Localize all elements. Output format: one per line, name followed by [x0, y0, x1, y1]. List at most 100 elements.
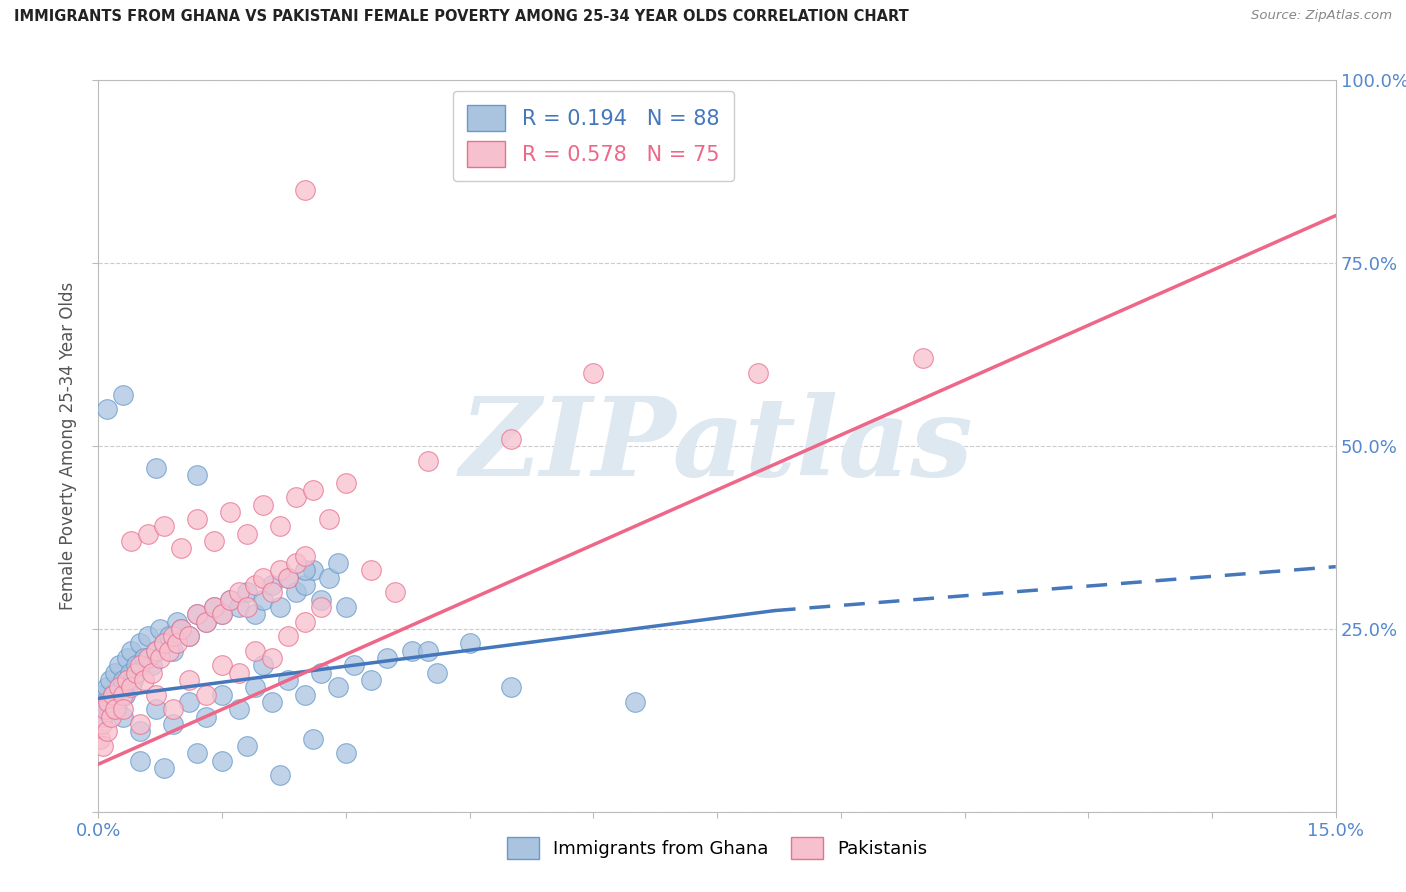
Point	[94, 695, 117, 709]
Point	[162, 702, 184, 716]
Point	[194, 688, 217, 702]
Point	[186, 468, 208, 483]
Point	[170, 622, 193, 636]
Point	[260, 695, 283, 709]
Text: ZIPatlas: ZIPatlas	[460, 392, 974, 500]
Point	[243, 607, 266, 622]
Point	[228, 585, 250, 599]
Point	[186, 607, 208, 622]
Text: IMMIGRANTS FROM GHANA VS PAKISTANI FEMALE POVERTY AMONG 25-34 YEAR OLDS CORRELAT: IMMIGRANTS FROM GHANA VS PAKISTANI FEMAL…	[14, 9, 908, 24]
Point	[236, 739, 259, 753]
Point	[499, 432, 522, 446]
Point	[112, 673, 135, 687]
Point	[252, 498, 274, 512]
Point	[96, 681, 118, 695]
Point	[117, 651, 139, 665]
Point	[170, 541, 193, 556]
Point	[108, 681, 131, 695]
Point	[89, 731, 111, 746]
Point	[294, 563, 316, 577]
Point	[219, 592, 242, 607]
Point	[194, 709, 217, 723]
Point	[211, 688, 233, 702]
Point	[179, 629, 201, 643]
Point	[219, 592, 242, 607]
Point	[326, 681, 349, 695]
Point	[360, 673, 382, 687]
Point	[89, 702, 111, 716]
Point	[112, 709, 135, 723]
Point	[335, 746, 357, 760]
Point	[103, 688, 125, 702]
Point	[623, 695, 645, 709]
Point	[103, 688, 125, 702]
Point	[141, 665, 163, 680]
Point	[228, 599, 250, 614]
Point	[120, 534, 142, 549]
Point	[136, 651, 159, 665]
Point	[128, 658, 150, 673]
Point	[132, 673, 155, 687]
Point	[326, 556, 349, 570]
Point	[302, 563, 325, 577]
Point	[202, 599, 225, 614]
Point	[277, 629, 299, 643]
Point	[294, 183, 316, 197]
Point	[243, 578, 266, 592]
Point	[105, 702, 128, 716]
Point	[166, 615, 188, 629]
Point	[243, 681, 266, 695]
Point	[236, 585, 259, 599]
Point	[141, 658, 163, 673]
Point	[294, 615, 316, 629]
Point	[375, 651, 398, 665]
Point	[153, 636, 176, 650]
Point	[202, 599, 225, 614]
Point	[277, 571, 299, 585]
Point	[120, 681, 142, 695]
Point	[162, 629, 184, 643]
Point	[145, 702, 167, 716]
Point	[426, 665, 449, 680]
Point	[302, 731, 325, 746]
Point	[120, 644, 142, 658]
Point	[228, 665, 250, 680]
Point	[186, 512, 208, 526]
Legend: Immigrants from Ghana, Pakistanis: Immigrants from Ghana, Pakistanis	[498, 829, 936, 869]
Point	[97, 695, 120, 709]
Point	[318, 512, 340, 526]
Y-axis label: Female Poverty Among 25-34 Year Olds: Female Poverty Among 25-34 Year Olds	[59, 282, 77, 610]
Point	[458, 636, 481, 650]
Point	[153, 761, 176, 775]
Point	[162, 717, 184, 731]
Point	[194, 615, 217, 629]
Point	[179, 673, 201, 687]
Point	[117, 673, 139, 687]
Point	[269, 519, 291, 533]
Point	[157, 644, 180, 658]
Point	[269, 599, 291, 614]
Point	[269, 563, 291, 577]
Point	[418, 644, 440, 658]
Point	[252, 571, 274, 585]
Point	[219, 505, 242, 519]
Point	[128, 636, 150, 650]
Point	[360, 563, 382, 577]
Point	[153, 519, 176, 533]
Point	[136, 629, 159, 643]
Point	[128, 724, 150, 739]
Point	[211, 754, 233, 768]
Point	[96, 724, 118, 739]
Point	[166, 636, 188, 650]
Point	[269, 768, 291, 782]
Point	[100, 709, 122, 723]
Point	[153, 636, 176, 650]
Point	[186, 746, 208, 760]
Point	[128, 717, 150, 731]
Point	[149, 651, 172, 665]
Point	[294, 549, 316, 563]
Point	[157, 629, 180, 643]
Point	[343, 658, 366, 673]
Point	[136, 526, 159, 541]
Point	[104, 665, 127, 680]
